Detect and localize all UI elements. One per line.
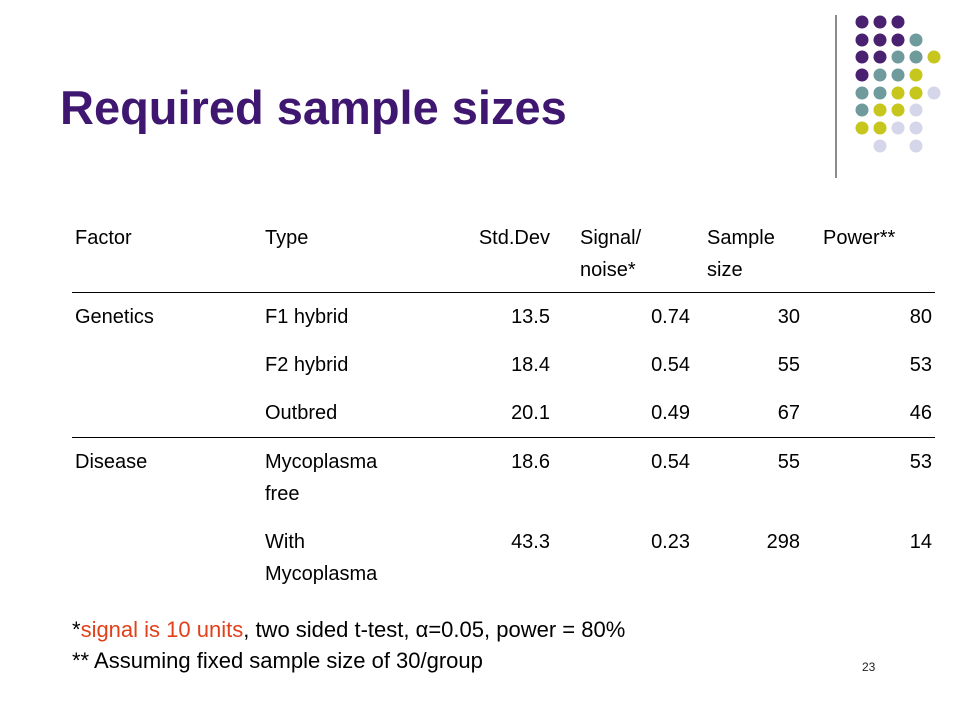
table-cell: Outbred bbox=[265, 402, 338, 424]
table-cell: 0.23 bbox=[651, 531, 690, 553]
table-cell: 0.74 bbox=[555, 292, 695, 341]
header-cell: Std.Dev bbox=[478, 227, 550, 249]
table-cell: 0.49 bbox=[651, 402, 690, 424]
table-cell: 53 bbox=[805, 437, 935, 518]
header-cell: Signal/ noise* bbox=[580, 227, 642, 281]
factor-cell: Disease bbox=[72, 437, 262, 598]
footnote-part: * bbox=[72, 617, 81, 642]
table-cell: 18.4 bbox=[511, 354, 550, 376]
header-cell: Sample size bbox=[707, 227, 775, 281]
header-cell: Factor bbox=[75, 227, 132, 249]
footnote: ** Assuming fixed sample size of 30/grou… bbox=[72, 648, 483, 673]
table-cell: 55 bbox=[695, 437, 805, 518]
table-cell: 18.6 bbox=[455, 437, 555, 518]
table-cell: 55 bbox=[777, 354, 800, 376]
header-cell: Type bbox=[265, 227, 309, 249]
header-cell: Power** bbox=[823, 227, 896, 249]
decoration bbox=[835, 15, 941, 178]
table-row: With Mycoplasma 43.3 0.23 298 14 bbox=[72, 518, 935, 598]
table-cell: 80 bbox=[805, 292, 935, 341]
table-row: F2 hybrid 18.4 0.54 55 53 bbox=[72, 341, 935, 389]
table-cell: 14 bbox=[909, 531, 932, 553]
table-cell: 43.3 bbox=[511, 531, 550, 553]
page-number: 23 bbox=[862, 660, 876, 674]
table-cell: 20.1 bbox=[511, 402, 550, 424]
table-cell: 30 bbox=[695, 292, 805, 341]
table-cell: 298 bbox=[766, 531, 800, 553]
table-cell: 0.54 bbox=[555, 437, 695, 518]
table-cell: F1 hybrid bbox=[262, 292, 455, 341]
footnote: *signal is 10 units, two sided t-test, α… bbox=[72, 614, 625, 645]
footnote-highlight: signal is 10 units bbox=[80, 617, 244, 642]
slide-title: Required sample sizes bbox=[60, 81, 567, 134]
table-row: Genetics F1 hybrid 13.5 0.74 30 80 bbox=[72, 292, 935, 438]
factor-cell: Genetics bbox=[72, 292, 262, 438]
table-cell: F2 hybrid bbox=[265, 354, 349, 376]
table-cell: Mycoplasma free bbox=[262, 437, 455, 518]
table-cell: 13.5 bbox=[455, 292, 555, 341]
footnotes: *signal is 10 units, two sided t-test, α… bbox=[72, 614, 625, 676]
table-cell: 67 bbox=[777, 402, 800, 424]
header-row: Factor Type Std.Dev Signal/ noise* Sample si… bbox=[72, 214, 935, 293]
footnote-part: , two sided t-test, α=0.05, power = 80% bbox=[243, 617, 626, 642]
table-row: Outbred 20.1 0.49 67 46 bbox=[72, 389, 935, 438]
table-cell: 53 bbox=[909, 354, 932, 376]
table-row: Disease Mycoplasma free 18.6 0.54 55 53 bbox=[72, 437, 935, 598]
table-cell: With Mycoplasma bbox=[265, 531, 378, 585]
table-cell: 0.54 bbox=[651, 354, 690, 376]
data-table: Factor Type Std.Dev Signal/ noise* Sample si… bbox=[72, 214, 935, 598]
table-cell: 46 bbox=[909, 402, 932, 424]
dot-grid bbox=[855, 15, 941, 153]
